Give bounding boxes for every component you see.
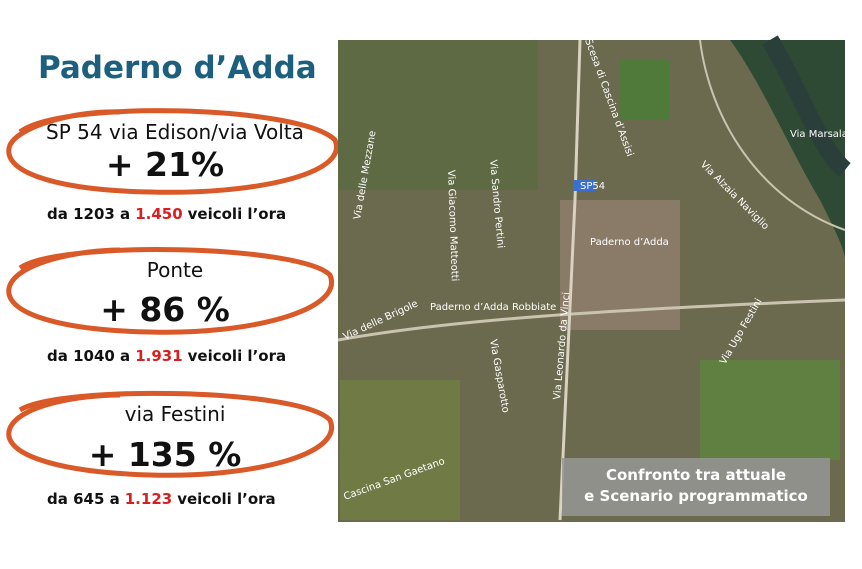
- item-change: + 135 %: [88, 435, 242, 474]
- caption-line: Confronto tra attuale: [605, 466, 787, 484]
- detail-from: da 1203 a: [47, 205, 131, 223]
- item-detail: da 1040 a 1.931 veicoli l’ora: [47, 347, 286, 365]
- map-label: Via Giacomo Matteotti: [445, 170, 460, 282]
- detail-unit: veicoli l’ora: [187, 347, 287, 365]
- detail-from: da 645 a: [47, 490, 120, 508]
- detail-to: 1.123: [124, 490, 173, 508]
- item-detail: da 1203 a 1.450 veicoli l’ora: [47, 205, 286, 223]
- detail-unit: veicoli l’ora: [177, 490, 276, 508]
- item-label: SP 54 via Edison/via Volta: [46, 120, 304, 144]
- map: [337, 35, 852, 522]
- map-label: Paderno d’Adda Robbiate: [430, 302, 556, 313]
- item-change: + 21%: [105, 145, 225, 184]
- ellipses: [6, 108, 339, 478]
- item-label: Ponte: [146, 258, 204, 282]
- detail-unit: veicoli l’ora: [187, 205, 287, 223]
- item-label: via Festini: [124, 402, 226, 426]
- map-label: Paderno d’Adda: [590, 237, 669, 248]
- detail-from: da 1040 a: [47, 347, 131, 365]
- caption: Confronto tra attuale e Scenario programm…: [562, 458, 830, 516]
- title: Paderno d’Adda: [38, 50, 317, 86]
- detail-to: 1.450: [135, 205, 183, 223]
- caption-line: e Scenario programmatico: [584, 487, 808, 505]
- item-detail: da 645 a 1.123 veicoli l’ora: [47, 490, 276, 508]
- map-label: Via Marsala: [790, 129, 848, 140]
- item-change: + 86 %: [100, 290, 230, 329]
- map-label: SP54: [580, 181, 605, 192]
- detail-to: 1.931: [135, 347, 183, 365]
